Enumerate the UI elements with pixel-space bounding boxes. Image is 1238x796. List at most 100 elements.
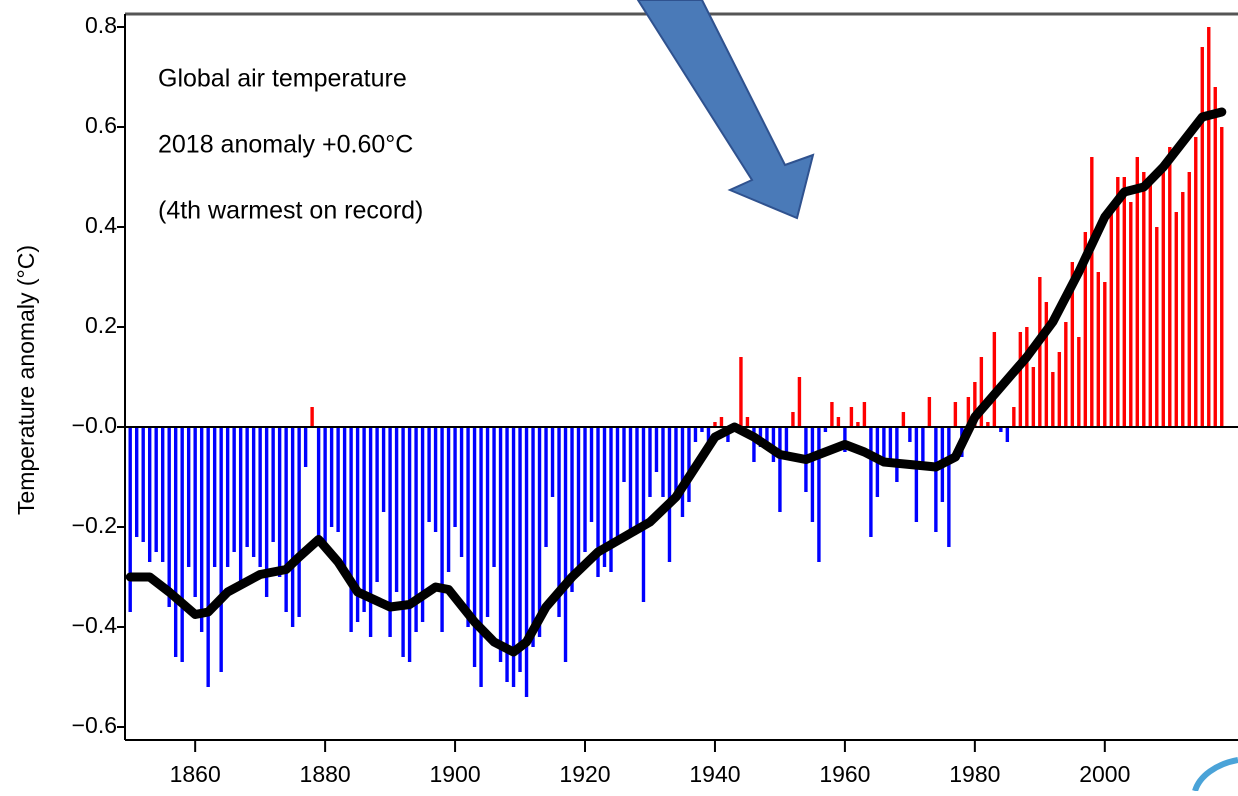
bar (576, 427, 581, 567)
bar (1174, 212, 1178, 427)
bar (329, 427, 334, 527)
bar (700, 427, 704, 432)
bar (401, 427, 405, 657)
bar (914, 427, 919, 522)
smoothed-line (125, 107, 1227, 657)
bar (622, 427, 626, 482)
bar (589, 427, 594, 522)
bar (258, 427, 262, 567)
logo-fragment (1192, 757, 1238, 792)
bar (862, 402, 867, 427)
bar (784, 427, 789, 452)
bar (1012, 407, 1016, 427)
x-tick-label: 1860 (170, 761, 221, 787)
bar (368, 427, 373, 637)
bar (1135, 157, 1139, 427)
bar (349, 427, 353, 632)
bar (953, 402, 958, 427)
bar (134, 427, 139, 537)
bar (173, 427, 178, 657)
bar (648, 427, 652, 497)
bar (778, 427, 782, 512)
bar (771, 427, 776, 462)
y-tick-label: 0.4 (85, 212, 117, 238)
bar (1064, 322, 1068, 427)
bar (992, 332, 997, 427)
bar (544, 427, 548, 547)
bar (641, 427, 646, 602)
bar (427, 427, 431, 522)
bar (1031, 367, 1036, 427)
bar (251, 427, 256, 557)
bar (479, 427, 483, 687)
bar (765, 427, 769, 447)
bar (206, 427, 210, 687)
bar (635, 427, 639, 532)
annotation: (4th warmest on record) (158, 197, 423, 225)
bar (830, 402, 834, 427)
bar (531, 427, 535, 647)
bar (355, 427, 360, 622)
bar (485, 427, 490, 617)
bar (661, 427, 665, 497)
y-tick-label: −0.0 (72, 412, 117, 438)
bar (1200, 47, 1204, 427)
bar (869, 427, 873, 537)
bar (219, 427, 223, 672)
bar (921, 427, 925, 462)
bar (1057, 352, 1062, 427)
bar (433, 427, 438, 532)
bar (336, 427, 340, 532)
bar (394, 427, 399, 592)
bar (141, 427, 145, 542)
y-tick-label: 0.2 (85, 312, 117, 338)
bar (550, 427, 555, 497)
bar (966, 397, 971, 427)
bar (381, 427, 386, 512)
y-tick-label: 0.8 (85, 12, 117, 38)
bar (271, 427, 275, 542)
bar (843, 427, 847, 452)
bar (323, 427, 327, 542)
bar (1148, 182, 1152, 427)
x-tick-label: 1880 (300, 761, 351, 787)
bar (1161, 172, 1165, 427)
bar (420, 427, 425, 622)
bar (693, 427, 698, 442)
bar (934, 427, 938, 532)
bar (1025, 327, 1029, 427)
marks (125, 27, 1238, 697)
bar (745, 417, 750, 427)
bar (654, 427, 659, 472)
bar (947, 427, 951, 547)
bar (472, 427, 477, 667)
bar (979, 357, 984, 427)
bar (602, 427, 607, 567)
bar (823, 427, 828, 432)
bar (1109, 207, 1114, 427)
bar (1051, 372, 1055, 427)
bar (817, 427, 821, 562)
bar (1103, 282, 1107, 427)
bar (1181, 192, 1185, 427)
bar (1207, 27, 1211, 427)
bar (303, 427, 308, 467)
bar (1187, 172, 1191, 427)
bar (297, 427, 301, 617)
bar (888, 427, 893, 462)
bar (199, 427, 204, 632)
bar (1122, 177, 1126, 427)
bar (1129, 202, 1133, 427)
y-tick-label: −0.2 (72, 512, 117, 538)
bar (524, 427, 529, 697)
bar (1116, 177, 1120, 427)
bar (1018, 332, 1023, 427)
bar (316, 427, 321, 542)
bar (414, 427, 418, 632)
bar (342, 427, 347, 577)
bar (186, 427, 191, 567)
bar (225, 427, 230, 567)
bar (232, 427, 236, 552)
bar (609, 427, 613, 572)
bar (849, 407, 854, 427)
